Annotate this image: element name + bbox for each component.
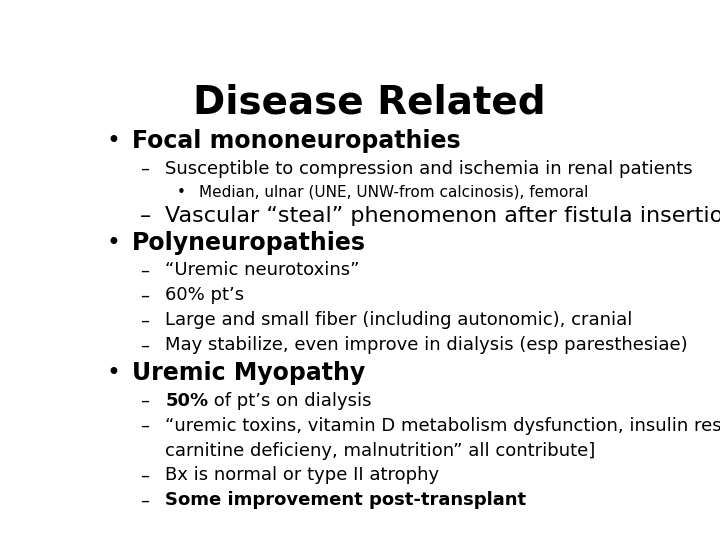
Text: 60% pt’s: 60% pt’s: [166, 286, 245, 305]
Text: –: –: [140, 467, 149, 484]
Text: Some improvement post-transplant: Some improvement post-transplant: [166, 491, 526, 509]
Text: Uremic Myopathy: Uremic Myopathy: [132, 361, 365, 385]
Text: Bx is normal or type II atrophy: Bx is normal or type II atrophy: [166, 467, 439, 484]
Text: •: •: [176, 185, 185, 200]
Text: •: •: [107, 231, 121, 255]
Text: –: –: [140, 336, 149, 354]
Text: Susceptible to compression and ischemia in renal patients: Susceptible to compression and ischemia …: [166, 160, 693, 178]
Text: –: –: [140, 206, 151, 226]
Text: “uremic toxins, vitamin D metabolism dysfunction, insulin resistence,: “uremic toxins, vitamin D metabolism dys…: [166, 416, 720, 435]
Text: Median, ulnar (UNE, UNW-from calcinosis), femoral: Median, ulnar (UNE, UNW-from calcinosis)…: [199, 185, 588, 200]
Text: Focal mononeuropathies: Focal mononeuropathies: [132, 129, 461, 153]
Text: –: –: [140, 491, 149, 509]
Text: “Uremic neurotoxins”: “Uremic neurotoxins”: [166, 261, 360, 280]
Text: –: –: [140, 416, 149, 435]
Text: –: –: [140, 392, 149, 410]
Text: carnitine deficieny, malnutrition” all contribute]: carnitine deficieny, malnutrition” all c…: [166, 442, 595, 460]
Text: –: –: [140, 286, 149, 305]
Text: 50%: 50%: [166, 392, 209, 410]
Text: Large and small fiber (including autonomic), cranial: Large and small fiber (including autonom…: [166, 312, 633, 329]
Text: Polyneuropathies: Polyneuropathies: [132, 231, 366, 255]
Text: Disease Related: Disease Related: [193, 84, 545, 122]
Text: –: –: [140, 160, 149, 178]
Text: –: –: [140, 312, 149, 329]
Text: –: –: [140, 261, 149, 280]
Text: •: •: [107, 129, 121, 153]
Text: May stabilize, even improve in dialysis (esp paresthesiae): May stabilize, even improve in dialysis …: [166, 336, 688, 354]
Text: Vascular “steal” phenomenon after fistula insertion: Vascular “steal” phenomenon after fistul…: [166, 206, 720, 226]
Text: •: •: [107, 361, 121, 385]
Text: of pt’s on dialysis: of pt’s on dialysis: [209, 392, 372, 410]
